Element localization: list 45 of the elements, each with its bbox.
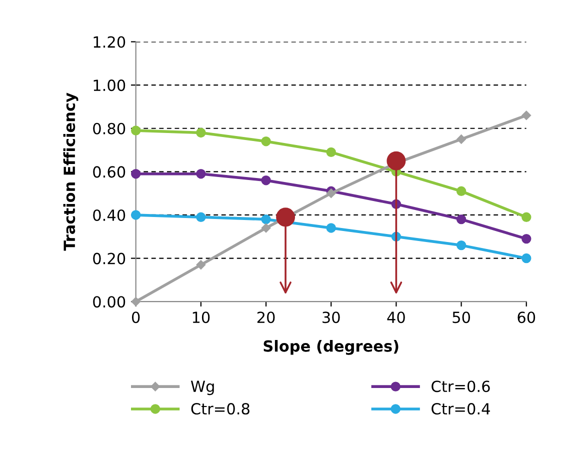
- point: [522, 110, 532, 120]
- point: [130, 210, 141, 220]
- point: [261, 175, 271, 186]
- legend-label: Wg: [190, 380, 214, 396]
- point: [456, 134, 466, 144]
- legend-label: Ctr=0.6: [432, 380, 490, 392]
- point: [386, 151, 406, 170]
- y-tick-label: 1.20: [94, 36, 126, 48]
- y-axis-title: Traction Efficiency: [63, 92, 78, 251]
- y-tick-label: 0.00: [93, 296, 126, 308]
- point: [130, 126, 141, 136]
- point: [130, 168, 141, 179]
- point: [522, 253, 532, 264]
- legend-label: Ctr=0.8: [191, 403, 250, 415]
- x-tick-label: 50: [452, 312, 470, 324]
- x-tick-label: 0: [132, 312, 140, 324]
- point: [276, 208, 296, 227]
- point: [261, 214, 271, 224]
- point: [326, 147, 336, 158]
- x-axis-title: Slope (degrees): [264, 340, 398, 355]
- point: [522, 234, 532, 244]
- y-tick-label: 1.00: [94, 80, 126, 92]
- y-tick-label: 0.80: [93, 122, 126, 134]
- x-tick-label: 30: [322, 312, 340, 324]
- point: [196, 128, 206, 138]
- y-tick-label: 0.60: [93, 166, 126, 178]
- legend-label: Ctr=0.4: [432, 403, 490, 415]
- x-tick-label: 10: [192, 312, 210, 324]
- point: [456, 214, 466, 224]
- x-tick-label: 40: [387, 312, 405, 324]
- x-tick-label: 60: [518, 312, 536, 324]
- y-tick-label: 0.20: [93, 252, 126, 264]
- point: [326, 223, 336, 233]
- point: [326, 188, 336, 198]
- point: [456, 240, 466, 250]
- point: [456, 186, 466, 196]
- point: [196, 168, 206, 179]
- point: [522, 212, 532, 222]
- point: [196, 260, 206, 270]
- point: [196, 212, 206, 222]
- y-tick-label: 0.40: [93, 209, 126, 222]
- point: [261, 223, 271, 233]
- x-tick-label: 20: [257, 312, 275, 324]
- point: [131, 296, 140, 306]
- point: [261, 136, 271, 146]
